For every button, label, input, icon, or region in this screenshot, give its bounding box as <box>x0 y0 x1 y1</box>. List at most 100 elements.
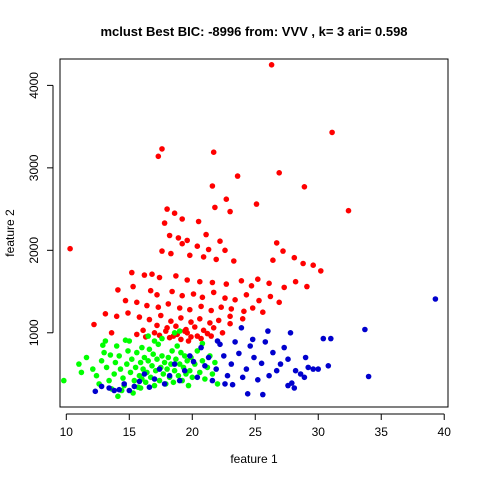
data-point-cluster-1 <box>199 294 206 301</box>
data-point-cluster-1 <box>222 247 228 254</box>
data-point-cluster-2 <box>185 382 192 389</box>
data-point-cluster-1 <box>223 281 230 287</box>
data-point-cluster-1 <box>178 336 184 343</box>
data-point-cluster-3 <box>292 367 299 374</box>
data-point-cluster-1 <box>156 274 163 281</box>
data-point-cluster-2 <box>117 366 124 372</box>
data-point-cluster-2 <box>154 356 160 363</box>
data-point-cluster-3 <box>198 344 204 351</box>
data-point-cluster-2 <box>176 328 183 334</box>
data-point-cluster-3 <box>320 335 327 342</box>
data-point-cluster-1 <box>179 292 185 299</box>
data-point-cluster-1 <box>129 269 135 276</box>
data-point-cluster-1 <box>248 283 255 289</box>
data-point-cluster-2 <box>197 369 203 376</box>
y-tick-label: 4000 <box>27 72 41 99</box>
data-point-cluster-3 <box>328 335 334 342</box>
data-point-cluster-1 <box>215 317 222 324</box>
data-point-cluster-1 <box>222 295 228 301</box>
y-axis-label: feature 2 <box>3 209 17 257</box>
data-point-cluster-3 <box>224 372 231 379</box>
data-point-cluster-2 <box>171 367 178 374</box>
data-point-cluster-2 <box>151 382 158 389</box>
data-point-cluster-3 <box>281 344 288 351</box>
data-point-cluster-1 <box>209 183 216 189</box>
data-point-cluster-1 <box>292 278 299 285</box>
data-point-cluster-1 <box>159 146 165 152</box>
data-point-cluster-3 <box>92 388 99 395</box>
data-point-cluster-1 <box>301 184 308 190</box>
data-point-cluster-1 <box>210 149 217 155</box>
data-point-cluster-1 <box>154 322 160 329</box>
data-point-cluster-1 <box>227 208 233 215</box>
data-point-cluster-1 <box>256 297 262 304</box>
data-point-cluster-3 <box>213 366 219 372</box>
data-point-cluster-2 <box>106 377 112 384</box>
data-point-cluster-3 <box>141 371 148 377</box>
data-point-cluster-2 <box>102 338 109 344</box>
data-point-cluster-3 <box>238 325 245 331</box>
data-point-cluster-2 <box>170 379 177 386</box>
data-point-cluster-1 <box>165 301 172 307</box>
data-point-cluster-3 <box>270 349 276 356</box>
data-point-cluster-2 <box>145 358 151 364</box>
data-point-cluster-1 <box>267 293 274 300</box>
data-point-cluster-3 <box>176 377 183 384</box>
data-point-cluster-2 <box>171 330 178 336</box>
data-point-cluster-2 <box>145 333 151 339</box>
data-point-cluster-1 <box>130 283 136 290</box>
data-point-cluster-1 <box>238 278 245 284</box>
data-point-cluster-1 <box>239 316 246 322</box>
data-point-cluster-2 <box>139 344 145 351</box>
data-point-cluster-1 <box>181 328 188 334</box>
data-point-cluster-1 <box>234 173 241 179</box>
data-point-cluster-3 <box>151 376 158 382</box>
data-point-cluster-2 <box>146 346 153 353</box>
y-tick-label: 2000 <box>27 237 41 264</box>
data-point-cluster-1 <box>318 268 324 274</box>
data-point-cluster-1 <box>212 204 218 211</box>
x-axis: 10 15 20 25 30 35 40 <box>60 413 452 439</box>
data-point-cluster-2 <box>161 359 168 366</box>
data-point-cluster-3 <box>244 391 251 397</box>
data-point-cluster-1 <box>281 284 288 291</box>
data-point-cluster-3 <box>171 361 178 367</box>
data-point-cluster-3 <box>301 374 308 381</box>
data-point-cluster-3 <box>236 350 242 357</box>
data-point-cluster-1 <box>184 237 190 244</box>
data-point-cluster-3 <box>258 360 265 367</box>
data-point-cluster-2 <box>187 367 193 374</box>
x-tick-label: 40 <box>438 425 452 439</box>
data-point-cluster-2 <box>101 349 107 356</box>
data-point-cluster-1 <box>134 299 140 306</box>
data-point-cluster-2 <box>122 337 129 344</box>
x-tick-label: 35 <box>375 425 389 439</box>
data-point-cluster-1 <box>166 232 173 239</box>
data-point-cluster-1 <box>136 314 143 320</box>
data-point-cluster-3 <box>190 358 197 365</box>
data-point-cluster-1 <box>194 243 201 249</box>
data-point-cluster-1 <box>155 153 162 160</box>
data-point-cluster-2 <box>90 366 96 372</box>
data-point-cluster-2 <box>178 349 184 356</box>
data-point-cluster-1 <box>276 170 283 176</box>
data-point-cluster-3 <box>325 363 332 369</box>
data-point-cluster-1 <box>268 62 275 68</box>
data-point-cluster-1 <box>187 306 193 313</box>
data-point-cluster-3 <box>106 385 112 391</box>
data-point-cluster-1 <box>178 315 184 321</box>
data-point-cluster-2 <box>173 356 179 363</box>
data-point-cluster-1 <box>144 302 150 309</box>
data-point-cluster-2 <box>141 354 148 361</box>
data-point-cluster-3 <box>161 381 168 387</box>
data-point-cluster-1 <box>115 287 121 293</box>
data-point-cluster-3 <box>247 343 253 349</box>
data-point-cluster-2 <box>111 371 117 377</box>
data-point-cluster-3 <box>239 374 246 381</box>
data-point-cluster-1 <box>228 306 235 312</box>
data-point-cluster-2 <box>107 352 114 358</box>
data-point-cluster-2 <box>194 348 201 354</box>
data-point-cluster-1 <box>300 260 306 267</box>
data-point-cluster-3 <box>228 361 235 367</box>
data-point-cluster-3 <box>221 353 227 359</box>
